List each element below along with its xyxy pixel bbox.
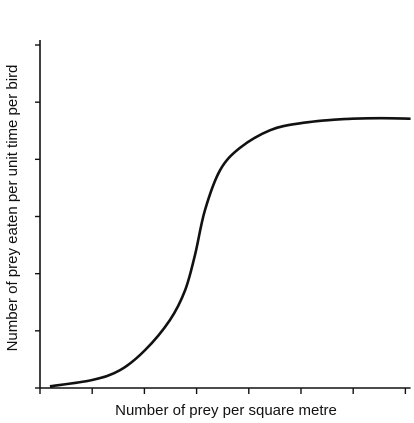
curve [49, 116, 411, 388]
x-axis-label: Number of prey per square metre [115, 402, 337, 419]
y-axis-label: Number of prey eaten per unit time per b… [4, 65, 21, 352]
